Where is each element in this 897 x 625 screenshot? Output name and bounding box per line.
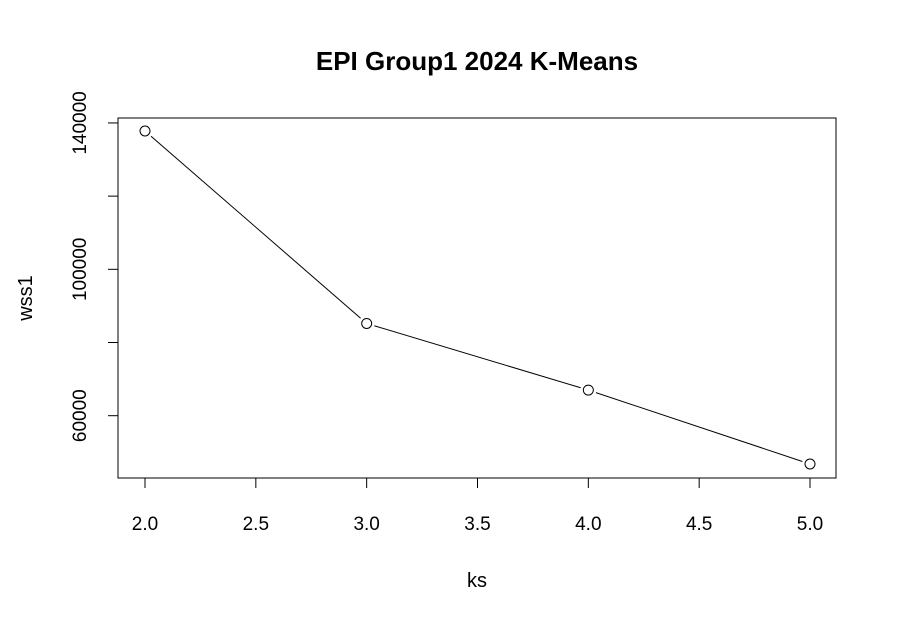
x-tick-label: 2.5 [243,514,269,535]
y-tick-label: 140000 [70,91,91,154]
x-tick-label: 5.0 [797,514,823,535]
data-point [361,317,373,329]
series-line-segment [150,135,361,319]
data-point [139,125,151,137]
x-tick-label: 2.0 [132,514,158,535]
data-point [804,458,816,470]
x-tick-label: 3.5 [464,514,490,535]
y-tick-label: 60000 [70,389,91,442]
x-tick-label: 3.0 [353,514,379,535]
series-line-segment [595,392,803,462]
x-tick-label: 4.5 [686,514,712,535]
plot-frame [117,117,837,479]
x-axis-label: ks [467,570,487,592]
x-axis: 2.0 2.5 3.0 3.5 4.0 4.5 5.0 [132,477,823,535]
series-line-segment [374,325,581,389]
y-axis-label: wss1 [15,275,37,322]
data-series [139,125,816,470]
x-tick-label: 4.0 [575,514,601,535]
data-point [582,384,594,396]
y-axis: 60000 100000 140000 [70,91,119,442]
chart-title: EPI Group1 2024 K-Means [316,46,638,76]
y-tick-label: 100000 [70,238,91,301]
